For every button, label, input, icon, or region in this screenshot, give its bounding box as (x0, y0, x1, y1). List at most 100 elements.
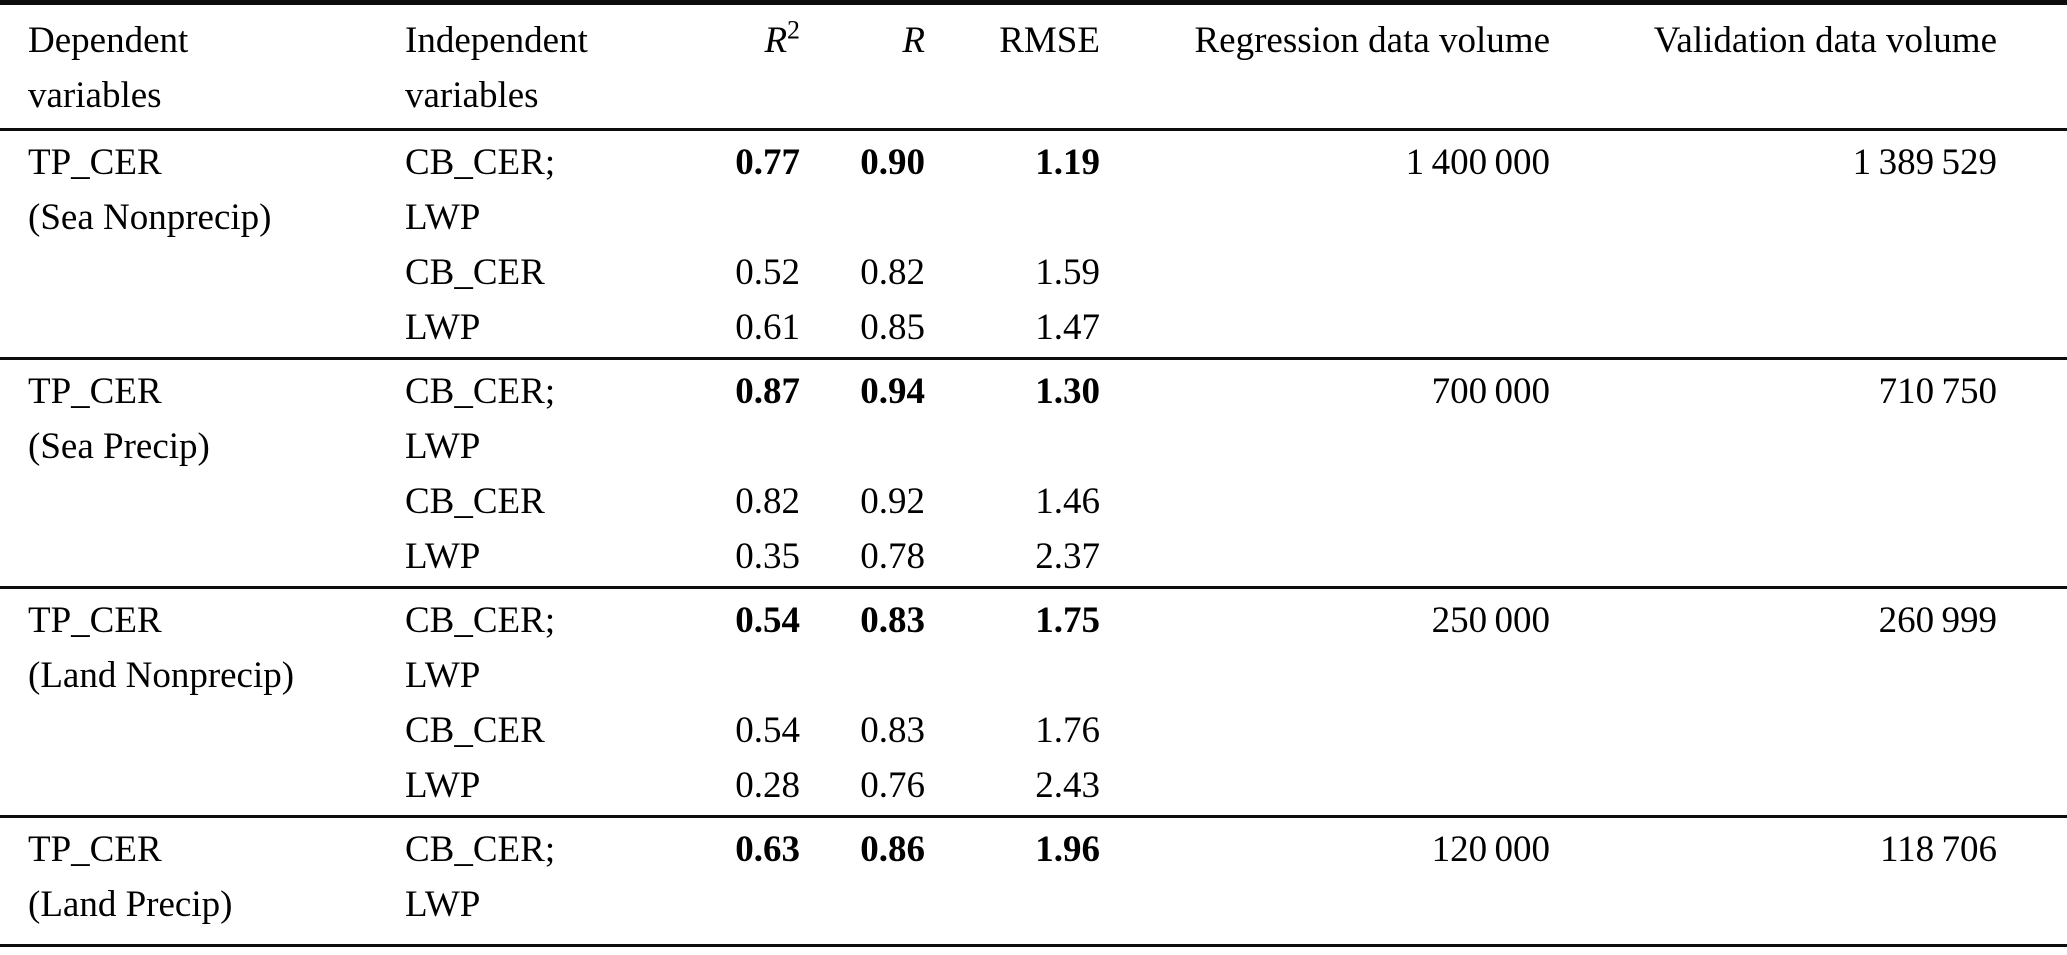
r-squared-symbol: R (764, 20, 788, 61)
table-row: LWP 0.35 0.78 2.37 (0, 529, 2067, 588)
regression-volume: 250 000 (1431, 600, 1550, 641)
spacer-cell (1100, 758, 2067, 817)
r2-value: 0.77 (735, 142, 800, 183)
header-line: variables (405, 75, 539, 116)
independent-variable: LWP (405, 536, 481, 577)
table-header: Dependent variables Independent variable… (0, 3, 2067, 130)
rmse-value: 1.47 (1035, 307, 1100, 348)
dependent-variable: (Sea Nonprecip) (28, 197, 272, 238)
r-value: 0.83 (860, 710, 925, 751)
table-row: (Sea Nonprecip) LWP (0, 190, 2067, 245)
spacer-cell (0, 245, 405, 300)
table-row: (Land Precip) LWP (0, 877, 2067, 946)
regression-volume: 120 000 (1431, 829, 1550, 870)
table-row: TP_CER CB_CER; 0.54 0.83 1.75 250 000 26… (0, 588, 2067, 649)
r2-value: 0.54 (735, 710, 800, 751)
table-row: LWP 0.28 0.76 2.43 (0, 758, 2067, 817)
r-value: 0.82 (860, 252, 925, 293)
independent-variable: CB_CER; (405, 829, 556, 870)
r-value: 0.76 (860, 765, 925, 806)
rmse-value: 2.43 (1035, 765, 1100, 806)
validation-volume: 260 999 (1878, 600, 1997, 641)
dependent-variable: (Sea Precip) (28, 426, 210, 467)
header-row: Dependent variables Independent variable… (0, 3, 2067, 130)
r-value: 0.94 (860, 371, 925, 412)
independent-variable: CB_CER; (405, 371, 556, 412)
rmse-value: 2.37 (1035, 536, 1100, 577)
spacer-cell (1100, 300, 2067, 359)
r2-value: 0.63 (735, 829, 800, 870)
spacer-cell (0, 529, 405, 588)
spacer-cell (630, 419, 2067, 474)
rmse-value: 1.59 (1035, 252, 1100, 293)
independent-variable: LWP (405, 426, 481, 467)
r-value: 0.85 (860, 307, 925, 348)
rmse-value: 1.46 (1035, 481, 1100, 522)
col-header-validation-volume: Validation data volume (1653, 20, 1997, 61)
rmse-value: 1.30 (1035, 371, 1100, 412)
col-header-regression-volume: Regression data volume (1194, 20, 1550, 61)
header-line: variables (28, 75, 162, 116)
dependent-variable: (Land Nonprecip) (28, 655, 295, 696)
spacer-cell (1100, 703, 2067, 758)
spacer-cell (0, 300, 405, 359)
table-row: TP_CER CB_CER; 0.63 0.86 1.96 120 000 11… (0, 817, 2067, 878)
spacer-cell (630, 190, 2067, 245)
r-value: 0.92 (860, 481, 925, 522)
independent-variable: LWP (405, 884, 481, 925)
col-header-r-squared: R2 (630, 3, 800, 130)
dependent-variable: TP_CER (28, 142, 162, 183)
table-body: TP_CER CB_CER; 0.77 0.90 1.19 1 400 000 … (0, 130, 2067, 946)
table-row: LWP 0.61 0.85 1.47 (0, 300, 2067, 359)
r2-value: 0.82 (735, 481, 800, 522)
table-row: CB_CER 0.82 0.92 1.46 (0, 474, 2067, 529)
dependent-variable: TP_CER (28, 600, 162, 641)
rmse-value: 1.19 (1035, 142, 1100, 183)
header-line: Dependent (28, 20, 189, 61)
spacer-cell (0, 703, 405, 758)
table-row: CB_CER 0.52 0.82 1.59 (0, 245, 2067, 300)
table-row: (Land Nonprecip) LWP (0, 648, 2067, 703)
regression-volume: 700 000 (1431, 371, 1550, 412)
col-header-r: R (902, 20, 925, 61)
r-value: 0.90 (860, 142, 925, 183)
independent-variable: CB_CER; (405, 600, 556, 641)
validation-volume: 1 389 529 (1852, 142, 1997, 183)
independent-variable: CB_CER (405, 710, 545, 751)
spacer-cell (1100, 474, 2067, 529)
validation-volume: 710 750 (1878, 371, 1997, 412)
spacer-cell (0, 474, 405, 529)
independent-variable: LWP (405, 197, 481, 238)
r2-value: 0.52 (735, 252, 800, 293)
spacer-cell (1100, 245, 2067, 300)
validation-volume: 118 706 (1879, 829, 1997, 870)
dependent-variable: TP_CER (28, 829, 162, 870)
table-row: CB_CER 0.54 0.83 1.76 (0, 703, 2067, 758)
dependent-variable: TP_CER (28, 371, 162, 412)
independent-variable: CB_CER; (405, 142, 556, 183)
independent-variable: LWP (405, 765, 481, 806)
col-header-dependent-variables: Dependent variables (0, 3, 405, 130)
r2-value: 0.87 (735, 371, 800, 412)
rmse-value: 1.75 (1035, 600, 1100, 641)
spacer-cell (630, 877, 2067, 946)
independent-variable: CB_CER (405, 481, 545, 522)
col-header-rmse: RMSE (999, 20, 1100, 61)
r-value: 0.78 (860, 536, 925, 577)
r-value: 0.86 (860, 829, 925, 870)
r2-value: 0.61 (735, 307, 800, 348)
r-squared-exponent: 2 (787, 15, 800, 45)
r-value: 0.83 (860, 600, 925, 641)
independent-variable: LWP (405, 655, 481, 696)
regression-volume: 1 400 000 (1405, 142, 1550, 183)
r2-value: 0.54 (735, 600, 800, 641)
independent-variable: LWP (405, 307, 481, 348)
spacer-cell (0, 758, 405, 817)
rmse-value: 1.96 (1035, 829, 1100, 870)
col-header-independent-variables: Independent variables (405, 3, 630, 130)
independent-variable: CB_CER (405, 252, 545, 293)
rmse-value: 1.76 (1035, 710, 1100, 751)
table-row: TP_CER CB_CER; 0.87 0.94 1.30 700 000 71… (0, 359, 2067, 420)
r2-value: 0.35 (735, 536, 800, 577)
